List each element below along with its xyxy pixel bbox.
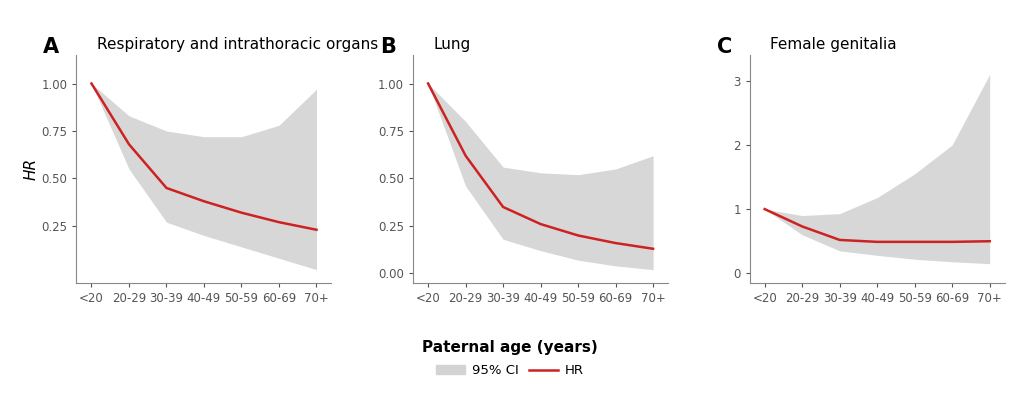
Legend: 95% CI, HR: 95% CI, HR: [430, 359, 589, 382]
Y-axis label: HR: HR: [23, 158, 39, 180]
Text: Female genitalia: Female genitalia: [769, 37, 896, 52]
Text: Paternal age (years): Paternal age (years): [422, 340, 597, 355]
Text: Respiratory and intrathoracic organs: Respiratory and intrathoracic organs: [97, 37, 378, 52]
Text: C: C: [716, 37, 731, 57]
Text: B: B: [380, 37, 395, 57]
Text: Lung: Lung: [433, 37, 471, 52]
Text: A: A: [43, 37, 59, 57]
